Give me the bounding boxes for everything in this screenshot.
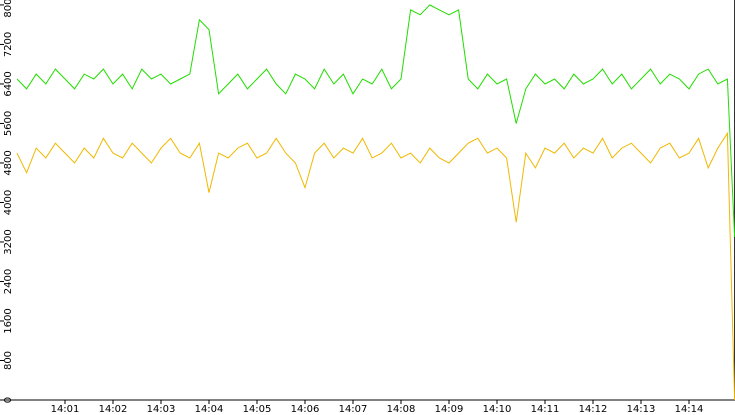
y-tick-label: 3200 [3,229,14,254]
x-tick-label: 14:07 [339,404,368,415]
y-tick-label: 4000 [3,190,14,215]
x-tick-label: 14:12 [579,404,608,415]
x-tick-label: 14:14 [675,404,704,415]
x-tick-label: 14:03 [147,404,176,415]
y-tick-label: 7200 [3,32,14,57]
y-tick-label: 1600 [3,308,14,333]
x-tick-label: 14:11 [531,404,560,415]
x-tick-label: 14:05 [243,404,272,415]
y-tick-label: 6400 [3,71,14,96]
y-tick-label: 0 [3,397,14,403]
x-tick-label: 14:08 [387,404,416,415]
x-tick-label: 14:10 [483,404,512,415]
x-tick-label: 14:09 [435,404,464,415]
y-tick-label: 2400 [3,269,14,294]
x-tick-label: 14:01 [51,404,80,415]
series-line [16,131,735,401]
y-tick-label: 8000 [3,0,14,18]
x-tick-label: 14:02 [99,404,128,415]
x-tick-label: 14:13 [627,404,656,415]
series-line [16,4,735,238]
y-tick-label: 5600 [3,111,14,136]
y-tick-label: 800 [3,351,14,370]
y-tick-label: 4800 [3,150,14,175]
x-tick-label: 14:06 [291,404,320,415]
x-tick-label: 14:04 [195,404,224,415]
